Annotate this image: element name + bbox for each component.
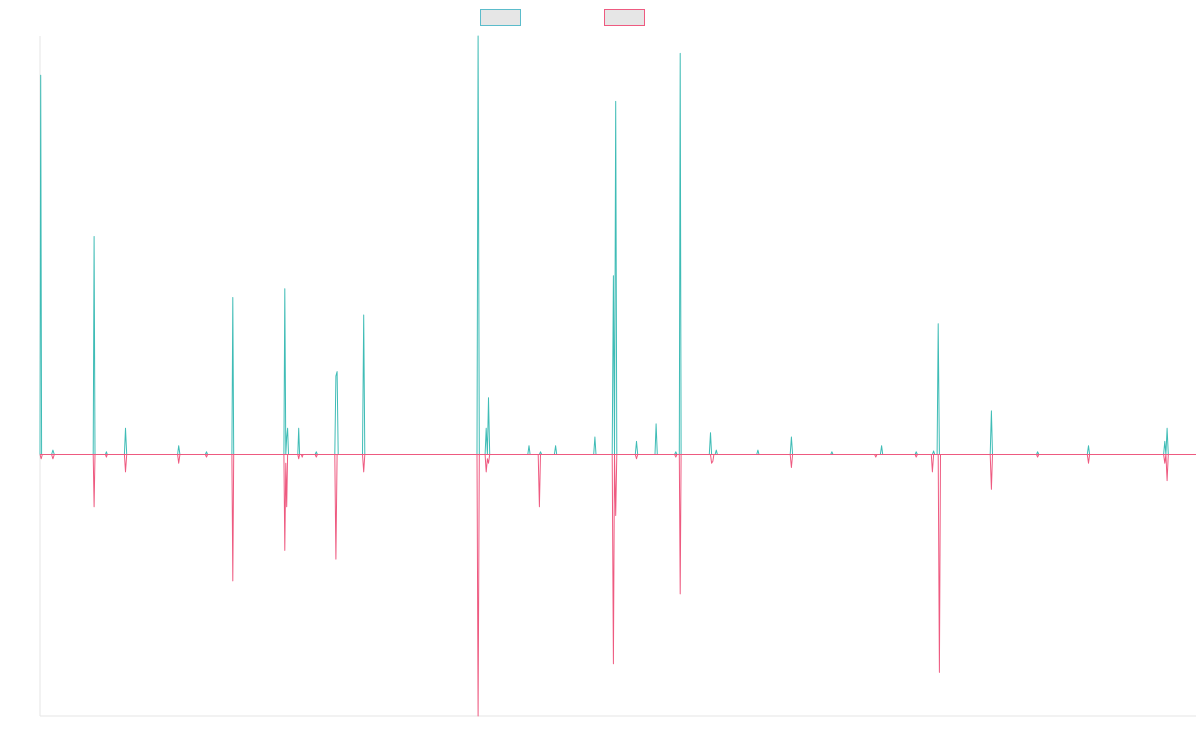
series-layer: [39, 35, 1196, 717]
series-1-line: [39, 35, 1196, 455]
legend-swatch-2[interactable]: [604, 9, 645, 26]
legend-swatch-1[interactable]: [480, 9, 521, 26]
series-2-line: [39, 454, 1196, 717]
axes: [39, 36, 1196, 717]
legend: [480, 9, 645, 26]
